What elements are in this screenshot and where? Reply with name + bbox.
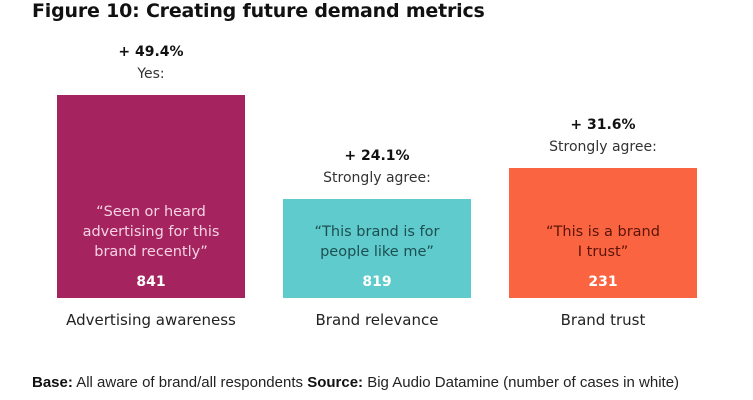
bar-quote: “This brand is for people like me” [283, 222, 471, 262]
source-text: Big Audio Datamine (number of cases in w… [367, 374, 680, 391]
category-label: Brand relevance [315, 311, 439, 329]
bar: “This brand is for people like me” 819 [283, 199, 471, 298]
chart-title: Figure 10: Creating future demand metric… [32, 0, 485, 22]
quote-line: advertising for this [82, 224, 220, 240]
source-label: Source: [307, 374, 364, 391]
bar-quote: “This is a brand I trust” [509, 222, 697, 262]
quote-line: “Seen or heard [96, 204, 206, 220]
category-label: Advertising awareness [66, 311, 236, 329]
bar: “Seen or heard advertising for this brand … [57, 95, 245, 298]
quote-line: “This brand is for [314, 224, 440, 240]
quote-line: I trust” [577, 244, 629, 260]
case-count: 231 [588, 274, 618, 290]
value-label: + 31.6% [570, 117, 636, 133]
base-label: Base: [32, 374, 73, 391]
category-label: Brand trust [560, 311, 646, 329]
value-label: + 24.1% [344, 148, 410, 164]
case-count: 819 [362, 274, 392, 290]
quote-line: brand recently” [94, 244, 208, 260]
response-label: Strongly agree: [549, 139, 657, 155]
bar-quote: “Seen or heard advertising for this brand … [57, 202, 245, 262]
response-label: Yes: [137, 66, 165, 82]
base-text: All aware of brand/all respondents [76, 374, 304, 391]
value-label: + 49.4% [118, 44, 184, 60]
response-label: Strongly agree: [323, 170, 431, 186]
quote-line: “This is a brand [546, 224, 660, 240]
chart-footer: Base: All aware of brand/all respondents… [32, 372, 732, 394]
quote-line: people like me” [320, 244, 434, 260]
case-count: 841 [136, 274, 166, 290]
bar: “This is a brand I trust” 231 [509, 168, 697, 298]
